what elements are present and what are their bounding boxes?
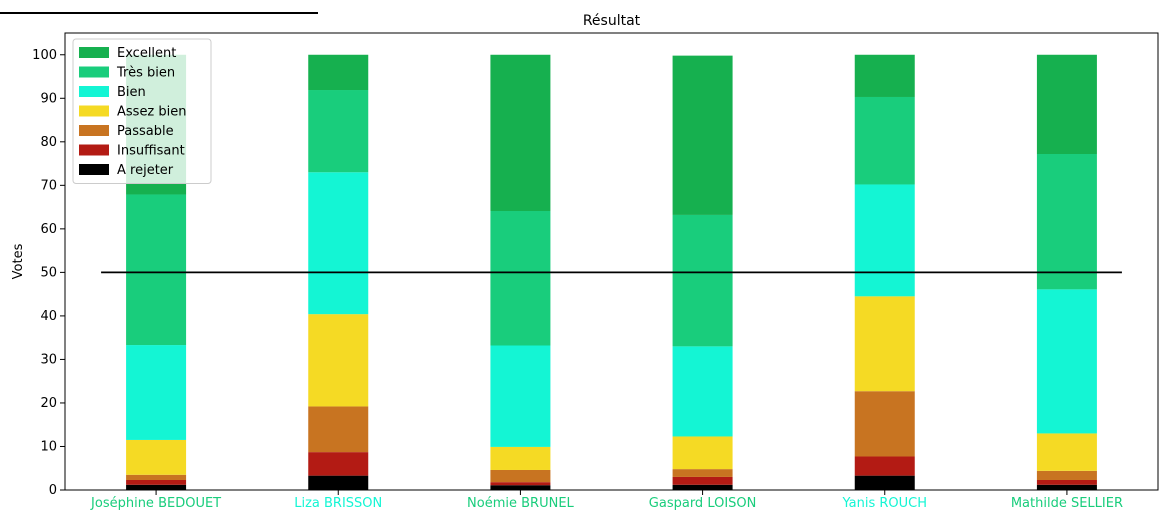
bar-segment-bien (1036, 289, 1097, 434)
bar-segment-a-rejeter (126, 484, 187, 490)
bar-segment-passable (126, 474, 187, 480)
bar-segment-a-rejeter (1036, 484, 1097, 490)
bar-segment-tr-s-bien (1036, 153, 1097, 290)
bar-segment-a-rejeter (672, 484, 733, 490)
bar-segment-insuffisant (672, 476, 733, 485)
x-tick-label: Mathilde SELLIER (1011, 496, 1123, 511)
legend-swatch (79, 105, 109, 117)
legend-swatch (79, 47, 109, 58)
legend-entry: Bien (117, 85, 146, 100)
y-tick-label: 50 (40, 265, 57, 280)
legend-swatch (79, 144, 109, 156)
bar-segment-tr-s-bien (672, 214, 733, 347)
bar-segment-tr-s-bien (126, 194, 187, 346)
x-tick-label: Yanis ROUCH (841, 496, 927, 511)
legend-entry: Très bien (116, 66, 175, 81)
bar-segment-passable (854, 391, 915, 457)
y-tick-label: 30 (40, 352, 57, 367)
x-tick-label: Gaspard LOISON (649, 496, 757, 511)
y-tick-label: 0 (49, 483, 57, 498)
legend-swatch (79, 164, 109, 175)
bar-segment-insuffisant (490, 482, 551, 486)
bar-segment-assez-bien (126, 439, 187, 475)
y-tick-label: 10 (40, 439, 57, 454)
y-tick-label: 80 (40, 135, 57, 150)
y-tick-label: 60 (40, 222, 57, 237)
legend-entry: A rejeter (117, 163, 174, 178)
bar-segment-a-rejeter (308, 475, 369, 490)
plot-frame (64, 32, 1159, 491)
x-tick-label: Joséphine BEDOUET (90, 496, 221, 511)
legend-swatch (79, 86, 109, 97)
y-tick-label: 70 (40, 178, 57, 193)
y-tick-label: 90 (40, 91, 57, 106)
bar-segment-tr-s-bien (308, 90, 369, 173)
bar-segment-a-rejeter (854, 475, 915, 490)
bar-segment-passable (308, 406, 369, 453)
bar-segment-passable (1036, 470, 1097, 480)
bar-segment-passable (490, 469, 551, 483)
legend-entry: Assez bien (117, 105, 187, 120)
bar-segment-assez-bien (672, 436, 733, 470)
bar-segment-bien (308, 172, 369, 315)
bar-segment-tr-s-bien (854, 96, 915, 185)
bar-segment-excellent (672, 55, 733, 215)
bar-segment-excellent (1036, 54, 1097, 154)
bar-segment-bien (490, 345, 551, 447)
bar-segment-insuffisant (854, 456, 915, 476)
bar-segment-bien (854, 184, 915, 297)
legend-entry: Passable (117, 124, 174, 139)
bar-segment-assez-bien (490, 446, 551, 470)
chart-title: Résultat (583, 13, 641, 29)
plot-area: 0 10 20 30 40 50 60 70 80 90 100 Joséphine BEDOUET L… (32, 32, 1159, 511)
header-rule (0, 12, 318, 14)
y-tick-label: 20 (40, 396, 57, 411)
bar-segment-assez-bien (854, 296, 915, 392)
bar-segment-bien (126, 345, 187, 440)
bar-segment-assez-bien (308, 314, 369, 407)
y-tick-label: 40 (40, 309, 57, 324)
bar-segment-insuffisant (126, 479, 187, 485)
legend-entry: Insuffisant (117, 144, 185, 159)
bar-segment-excellent (308, 54, 369, 91)
legend: Excellent Très bien Bien Assez bien Passable… (72, 38, 212, 184)
bar-segment-excellent (854, 54, 915, 97)
legend-entry: Excellent (117, 46, 176, 61)
y-tick-label: 100 (32, 48, 57, 63)
y-axis-label: Votes (11, 243, 26, 279)
bar-segment-passable (672, 469, 733, 477)
bar-segment-bien (672, 346, 733, 437)
x-tick-label: Liza BRISSON (294, 496, 382, 511)
legend-swatch (79, 125, 109, 136)
bar-segment-tr-s-bien (490, 211, 551, 346)
bar-segment-assez-bien (1036, 433, 1097, 471)
x-tick-label: Noémie BRUNEL (467, 496, 574, 511)
bar-segment-insuffisant (1036, 479, 1097, 485)
legend-swatch (79, 66, 109, 78)
bar-segment-excellent (490, 54, 551, 212)
bar-segment-a-rejeter (490, 485, 551, 490)
bar-segment-insuffisant (308, 452, 369, 476)
